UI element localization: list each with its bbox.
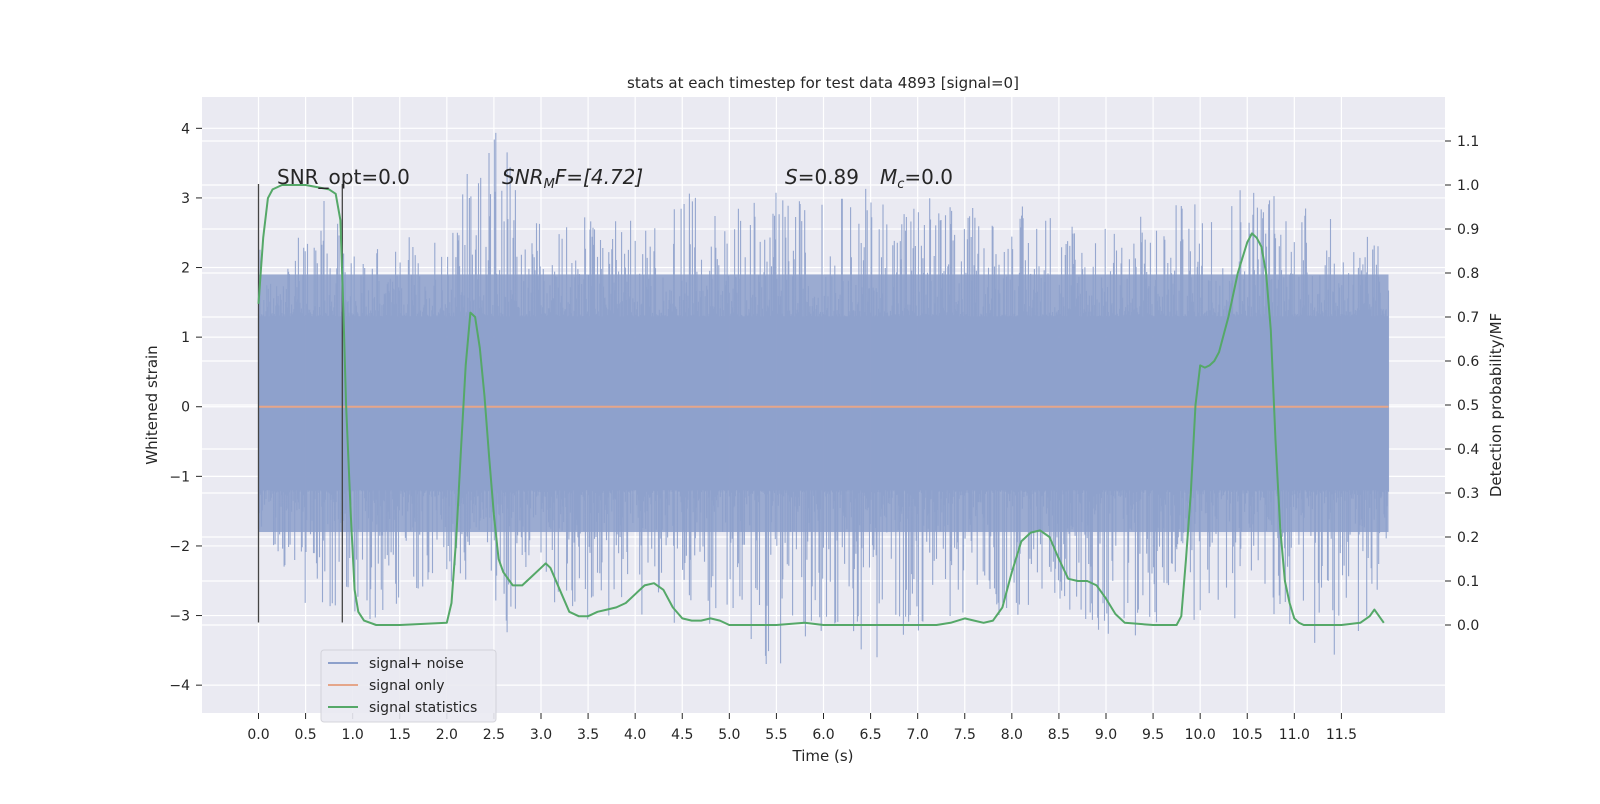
signal-statistics-line (257, 184, 1385, 626)
y-right-tick-label: 0.4 (1457, 442, 1479, 458)
y-axis-ticks: 4 3 2 1 0 −1 −2 −3 −4 (169, 121, 202, 694)
y-tick-label: −2 (169, 539, 190, 555)
series-signal-statistics (257, 184, 1385, 626)
y-tick-label: 3 (181, 191, 190, 207)
y-right-tick-label: 1.1 (1457, 134, 1479, 150)
x-tick-label: 8.5 (1048, 727, 1070, 743)
y-right-tick-label: 1.0 (1457, 178, 1479, 194)
x-axis-ticks: 0.0 0.5 1.0 1.5 2.0 2.5 3.0 3.5 4.0 4.5 5.0 5.5 6.0 6… (247, 713, 1357, 743)
y-tick-label: −3 (169, 609, 190, 625)
x-tick-label: 9.5 (1142, 727, 1164, 743)
x-tick-label: 0.0 (247, 727, 269, 743)
annotation-mc: Mc=0.0 (880, 165, 953, 192)
x-tick-label: 6.5 (859, 727, 881, 743)
x-tick-label: 7.5 (954, 727, 976, 743)
x-tick-label: 4.5 (671, 727, 693, 743)
x-tick-label: 1.0 (342, 727, 364, 743)
legend: signal+ noise signal only signal statist… (320, 649, 497, 723)
y-tick-label: 1 (181, 330, 190, 346)
legend-entry-signal-statistics: signal statistics (369, 700, 477, 716)
x-tick-label: 8.0 (1001, 727, 1023, 743)
chart-title: stats at each timestep for test data 489… (627, 74, 1019, 92)
y-right-tick-label: 0.8 (1457, 266, 1479, 282)
x-tick-label: 5.0 (718, 727, 740, 743)
y-tick-label: −4 (169, 678, 190, 694)
annotation-snr-opt: SNR_opt=0.0 (277, 165, 410, 189)
y-right-axis-ticks: 1.1 1.0 0.9 0.8 0.7 0.6 0.5 0.4 0.3 0.2 0.1 0.0 (1445, 134, 1479, 634)
legend-entry-signal-only: signal only (369, 678, 444, 694)
x-axis-label: Time (s) (792, 747, 854, 765)
y-right-tick-label: 0.9 (1457, 222, 1479, 238)
y-right-tick-label: 0.0 (1457, 618, 1479, 634)
x-tick-label: 2.0 (436, 727, 458, 743)
x-tick-label: 7.0 (907, 727, 929, 743)
y-right-tick-label: 0.5 (1457, 398, 1479, 414)
x-tick-label: 9.0 (1095, 727, 1117, 743)
x-tick-label: 5.5 (765, 727, 787, 743)
x-tick-label: 10.5 (1232, 727, 1263, 743)
x-tick-label: 2.5 (483, 727, 505, 743)
y-axis-label: Whitened strain (143, 345, 161, 464)
x-tick-label: 3.0 (530, 727, 552, 743)
x-tick-label: 11.5 (1326, 727, 1357, 743)
y-tick-label: 2 (181, 261, 190, 277)
y-right-axis-label: Detection probability/MF (1487, 313, 1505, 497)
x-tick-label: 6.0 (812, 727, 834, 743)
y-tick-label: 0 (181, 400, 190, 416)
y-right-tick-label: 0.3 (1457, 486, 1479, 502)
y-tick-label: −1 (169, 469, 190, 485)
annotation-snr-mf: SNRMF=[4.72] (502, 165, 643, 192)
y-right-tick-label: 0.6 (1457, 354, 1479, 370)
y-tick-label: 4 (181, 121, 190, 137)
legend-box (320, 649, 497, 723)
series-signal-noise (257, 132, 1390, 664)
x-tick-label: 10.0 (1185, 727, 1216, 743)
y-right-tick-label: 0.1 (1457, 574, 1479, 590)
y-right-tick-label: 0.7 (1457, 310, 1479, 326)
x-tick-label: 11.0 (1279, 727, 1310, 743)
x-tick-label: 0.5 (294, 727, 316, 743)
y-right-tick-label: 0.2 (1457, 530, 1479, 546)
x-tick-label: 4.0 (624, 727, 646, 743)
x-tick-label: 3.5 (577, 727, 599, 743)
x-tick-label: 1.5 (389, 727, 411, 743)
annotation-s: S=0.89 (785, 165, 859, 189)
legend-entry-signal-noise: signal+ noise (369, 656, 464, 672)
